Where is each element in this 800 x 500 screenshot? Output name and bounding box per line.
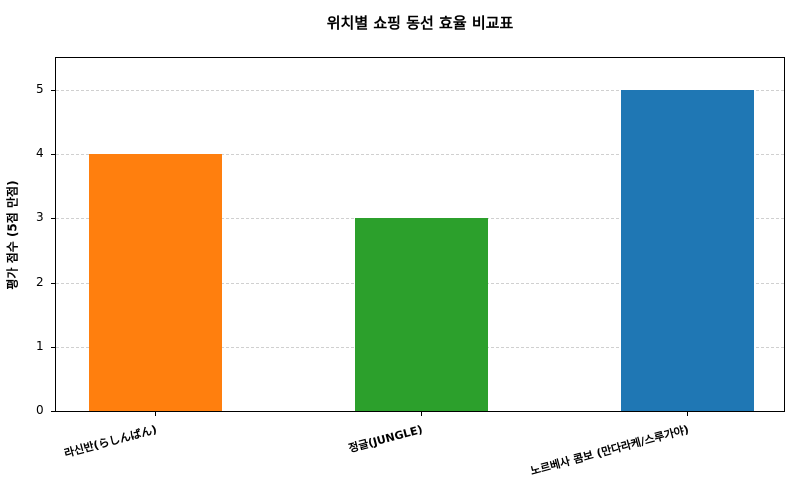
gridline	[56, 154, 784, 156]
x-tick	[421, 411, 422, 416]
y-tick	[51, 282, 56, 284]
x-tick-label: 노르베사 콤보 (만다라케/스루가야)	[528, 422, 690, 478]
x-tick	[687, 411, 688, 416]
y-tick	[51, 411, 56, 412]
y-axis-title: 평가 점수 (5점 만점)	[5, 180, 20, 290]
y-tick-label: 0	[36, 403, 44, 417]
y-tick	[51, 218, 56, 220]
bar	[620, 90, 754, 411]
plot-area	[51, 57, 785, 416]
y-tick-label: 2	[36, 274, 44, 289]
y-tick-label: 5	[36, 82, 44, 97]
y-tick	[51, 90, 56, 92]
x-tick	[155, 411, 156, 416]
x-tick-label: 정글(JUNGLE)	[347, 422, 424, 456]
y-tick-label: 3	[36, 210, 44, 225]
chart-title: 위치별 쇼핑 동선 효율 비교표	[326, 14, 514, 32]
bar	[354, 218, 488, 411]
y-tick	[51, 346, 56, 348]
y-tick	[51, 154, 56, 156]
y-tick-label: 1	[36, 338, 44, 353]
gridline	[56, 90, 784, 92]
bar	[88, 154, 222, 411]
x-tick-label: 라신반(らしんばん)	[62, 422, 158, 461]
y-tick-label: 4	[36, 146, 44, 161]
